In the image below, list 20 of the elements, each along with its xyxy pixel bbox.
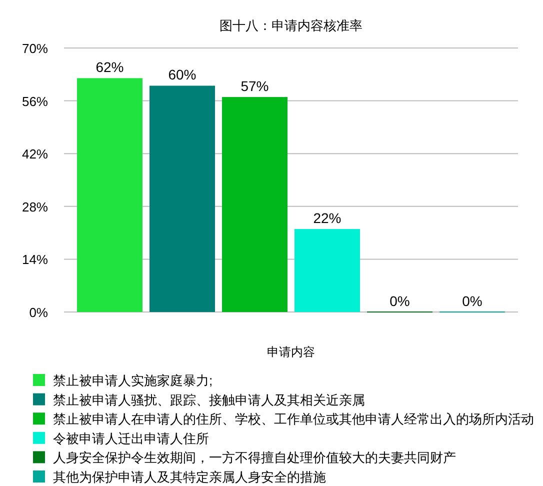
- ytick: 56%: [22, 94, 48, 109]
- data-label: 62%: [96, 59, 124, 76]
- legend-label: 禁止被申请人实施家庭暴力;: [53, 373, 213, 388]
- ytick: 28%: [22, 199, 48, 214]
- ytick: 14%: [22, 252, 48, 268]
- ytick: 70%: [22, 41, 48, 56]
- ytick: 42%: [22, 146, 48, 162]
- data-label: 57%: [240, 78, 269, 94]
- data-label: 60%: [168, 66, 196, 83]
- xlabel: 申请内容: [267, 345, 315, 359]
- legend-label: 令被申请人迁出申请人住所: [53, 430, 209, 446]
- legend-label: 禁止被申请人在申请人的住所、学校、工作单位或其他申请人经常出入的场所内活动: [53, 412, 534, 427]
- title: 图十八：申请内容核准率: [220, 18, 362, 33]
- data-label: 0%: [462, 293, 482, 309]
- data-label: 0%: [390, 293, 410, 309]
- data-label: 22%: [313, 210, 342, 226]
- legend-label: 人身安全保护令生效期间，一方不得擅自处理价值较大的夫妻共同财产: [53, 450, 456, 466]
- legend-label: 其他为保护申请人及其特定亲属人身安全的措施: [53, 470, 326, 484]
- legend-label: 禁止被申请人骚扰、跟踪、接触申请人及其相关近亲属: [53, 392, 365, 408]
- ytick: 0%: [29, 305, 48, 320]
